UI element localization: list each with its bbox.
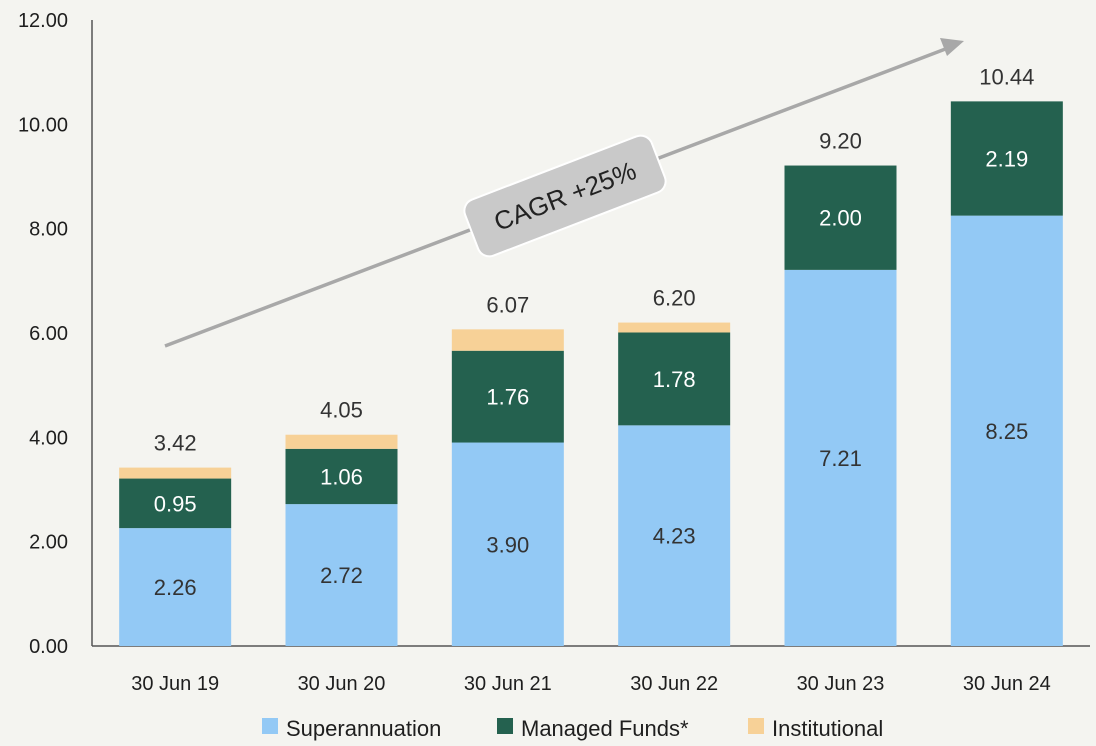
segment-value-label: 2.19 bbox=[985, 147, 1028, 172]
segment-value-label: 2.72 bbox=[320, 563, 363, 588]
bar-segment bbox=[950, 101, 1063, 216]
segment-value-label: 0.95 bbox=[154, 491, 197, 516]
total-value-label: 10.44 bbox=[979, 64, 1034, 89]
segment-value-label: 3.90 bbox=[486, 532, 529, 557]
segment-value-label: 7.21 bbox=[819, 446, 862, 471]
bar-group: 7.21 2.00 9.20 bbox=[784, 129, 897, 646]
segment-value-label: 2.26 bbox=[154, 575, 197, 600]
x-tick-label: 30 Jun 19 bbox=[131, 673, 219, 695]
legend: Superannuation Managed Funds* Institutiona… bbox=[262, 716, 883, 741]
cagr-badge: CAGR +25% bbox=[463, 134, 667, 258]
y-tick-label: 6.00 bbox=[29, 323, 68, 345]
bar-segment bbox=[285, 448, 398, 505]
legend-item: Institutional bbox=[748, 716, 883, 741]
bar-segment bbox=[784, 165, 897, 270]
x-tick-label: 30 Jun 23 bbox=[797, 673, 885, 695]
segment-value-label: 1.76 bbox=[486, 385, 529, 410]
bar-segment bbox=[618, 425, 731, 646]
y-tick-label: 0.00 bbox=[29, 636, 68, 658]
total-value-label: 3.42 bbox=[154, 431, 197, 456]
cagr-badge-box bbox=[463, 134, 667, 258]
legend-item: Superannuation bbox=[262, 716, 441, 741]
total-value-label: 9.20 bbox=[819, 129, 862, 154]
bar-segment bbox=[285, 504, 398, 646]
segment-value-label: 2.00 bbox=[819, 206, 862, 231]
bar-segment bbox=[119, 528, 232, 646]
legend-label: Institutional bbox=[772, 716, 883, 741]
bar-segment bbox=[950, 215, 1063, 646]
legend-label: Superannuation bbox=[286, 716, 441, 741]
legend-label: Managed Funds* bbox=[521, 716, 689, 741]
bar-group: 3.90 1.76 6.07 bbox=[451, 292, 564, 646]
bar-segment bbox=[451, 329, 564, 351]
legend-swatch bbox=[748, 718, 764, 734]
total-value-label: 6.07 bbox=[486, 292, 529, 317]
cagr-annotation: CAGR +25% bbox=[164, 38, 964, 348]
legend-swatch bbox=[497, 718, 513, 734]
legend-item: Managed Funds* bbox=[497, 716, 689, 741]
cagr-arrow-head bbox=[940, 38, 964, 56]
bar-segment bbox=[618, 332, 731, 426]
segment-value-label: 8.25 bbox=[985, 419, 1028, 444]
segment-value-label: 1.78 bbox=[653, 367, 696, 392]
bar-group: 4.23 1.78 6.20 bbox=[618, 286, 731, 646]
bars: 2.26 0.95 3.42 2.72 1.06 4.05 3.90 1.76 6.07 4.23… bbox=[119, 64, 1063, 646]
bar-group: 2.26 0.95 3.42 bbox=[119, 431, 232, 646]
y-tick-label: 10.00 bbox=[18, 114, 68, 136]
y-axis: 0.00 2.00 4.00 6.00 8.00 10.00 12.00 bbox=[18, 10, 93, 658]
total-value-label: 6.20 bbox=[653, 286, 696, 311]
bar-segment bbox=[784, 269, 897, 646]
y-tick-label: 4.00 bbox=[29, 427, 68, 449]
x-tick-label: 30 Jun 24 bbox=[963, 673, 1051, 695]
bar-segment bbox=[618, 322, 731, 333]
x-tick-label: 30 Jun 21 bbox=[464, 673, 552, 695]
segment-value-label: 1.06 bbox=[320, 464, 363, 489]
y-tick-label: 2.00 bbox=[29, 532, 68, 554]
x-tick-label: 30 Jun 22 bbox=[630, 673, 718, 695]
segment-value-label: 4.23 bbox=[653, 524, 696, 549]
legend-swatch bbox=[262, 718, 278, 734]
x-axis: 30 Jun 19 30 Jun 20 30 Jun 21 30 Jun 22 30 J… bbox=[92, 645, 1090, 695]
bar-segment bbox=[285, 434, 398, 449]
total-value-label: 4.05 bbox=[320, 398, 363, 423]
bar-segment bbox=[119, 467, 232, 479]
bar-group: 2.72 1.06 4.05 bbox=[285, 398, 398, 646]
bar-segment bbox=[451, 350, 564, 443]
y-tick-label: 12.00 bbox=[18, 10, 68, 32]
x-tick-label: 30 Jun 20 bbox=[298, 673, 386, 695]
bar-segment bbox=[451, 442, 564, 646]
y-tick-label: 8.00 bbox=[29, 219, 68, 241]
bar-segment bbox=[119, 478, 232, 529]
bar-group: 8.25 2.19 10.44 bbox=[950, 64, 1063, 646]
